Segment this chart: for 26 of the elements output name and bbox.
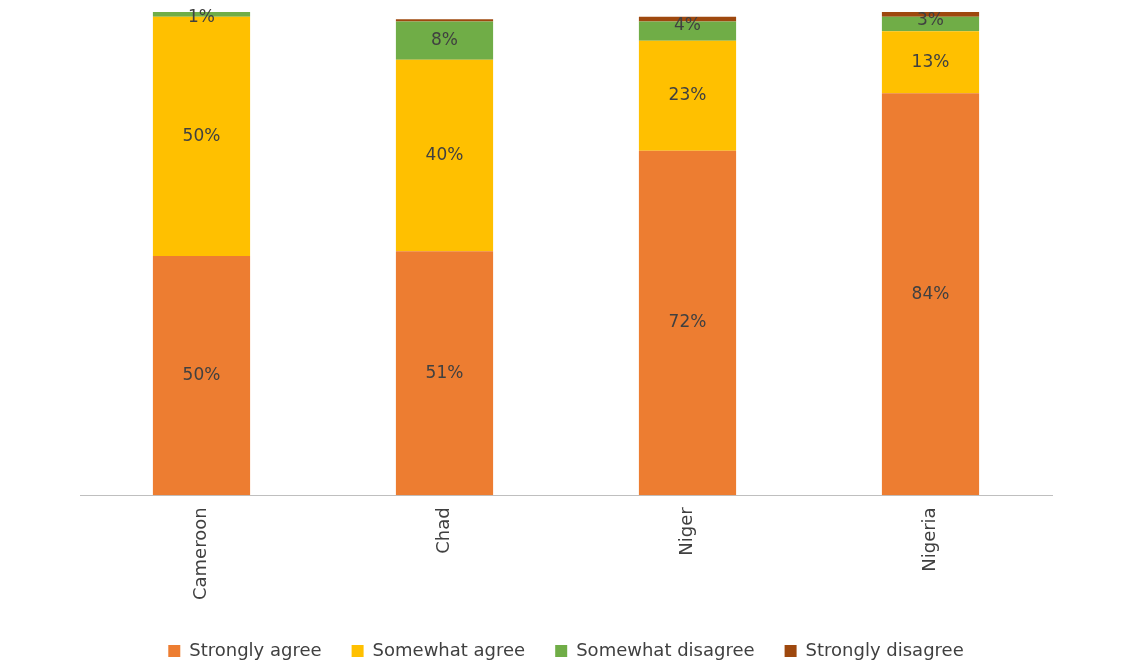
- data-label: 8%: [431, 29, 458, 50]
- x-tick-label: Niger: [675, 506, 697, 556]
- bar: [881, 93, 980, 496]
- bar: [638, 40, 737, 151]
- bar: [395, 251, 494, 496]
- x-tick-label: Chad: [432, 507, 454, 554]
- legend-label: Strongly agree: [189, 638, 322, 660]
- data-label: 40%: [425, 143, 464, 164]
- x-tick-label: Nigeria: [918, 507, 940, 572]
- data-label: 72%: [668, 311, 707, 332]
- data-label: 23%: [668, 84, 707, 105]
- bar: [881, 31, 980, 94]
- legend-label: Somewhat disagree: [576, 638, 755, 660]
- data-label: 13%: [911, 50, 950, 71]
- x-tick-label: Cameroon: [189, 507, 211, 601]
- legend-label: Strongly disagree: [805, 638, 964, 660]
- bar: [152, 256, 251, 496]
- data-label: 50%: [182, 364, 221, 385]
- data-label: 51%: [425, 361, 464, 382]
- bar: [395, 59, 494, 252]
- legend-label: Somewhat agree: [372, 638, 526, 660]
- data-label: 50%: [182, 124, 221, 145]
- bar: [395, 21, 494, 60]
- bar: [638, 150, 737, 496]
- bar: [395, 19, 494, 22]
- data-label: 84%: [911, 282, 950, 303]
